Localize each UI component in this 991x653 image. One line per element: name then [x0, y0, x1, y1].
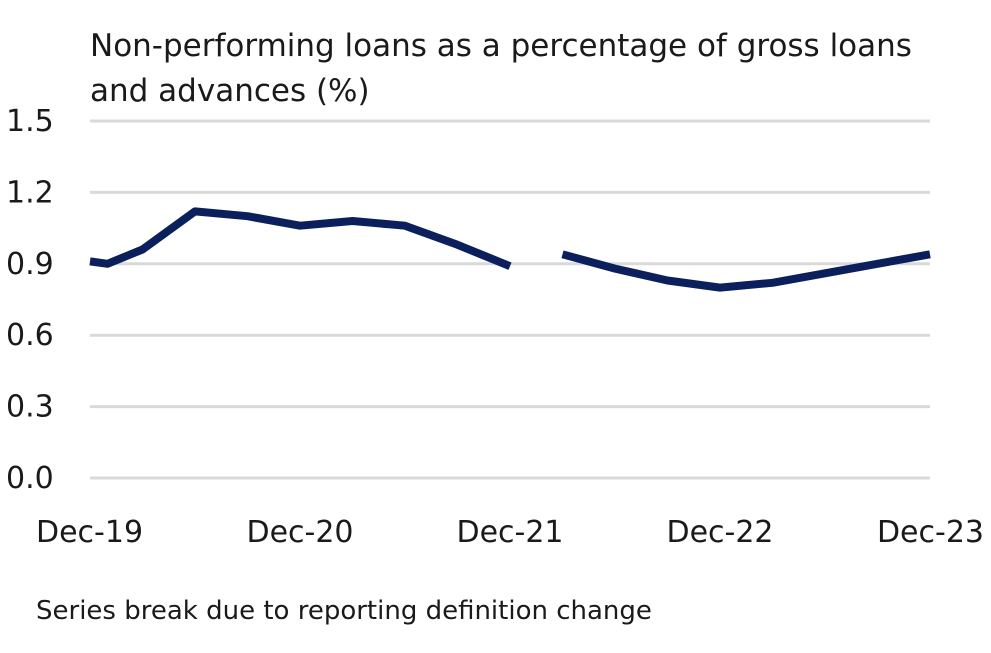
- x-tick-label: Dec-22: [666, 515, 773, 550]
- y-tick-label: 0.0: [6, 461, 54, 496]
- series-line-before-break: [89, 207, 512, 270]
- series-line-after-break: [561, 250, 931, 292]
- x-tick-label: Dec-21: [456, 515, 563, 550]
- y-tick-label: 1.2: [6, 175, 54, 210]
- x-tick-label: Dec-19: [36, 515, 143, 550]
- x-axis-tick-labels: Dec-19 Dec-20 Dec-21 Dec-22 Dec-23: [36, 515, 984, 550]
- gridlines: [90, 119, 930, 480]
- x-tick-label: Dec-20: [246, 515, 353, 550]
- y-tick-label: 0.3: [6, 390, 54, 425]
- y-tick-label: 0.6: [6, 318, 54, 353]
- x-tick-label: Dec-23: [877, 515, 984, 550]
- chart-title: Non-performing loans as a percentage of …: [90, 28, 912, 109]
- y-tick-label: 1.5: [6, 104, 54, 139]
- series-lines: [89, 207, 931, 292]
- y-axis-tick-labels: 0.0 0.3 0.6 0.9 1.2 1.5: [6, 104, 54, 496]
- series-break-note: Series break due to reporting definition…: [36, 596, 652, 626]
- y-tick-label: 0.9: [6, 247, 54, 282]
